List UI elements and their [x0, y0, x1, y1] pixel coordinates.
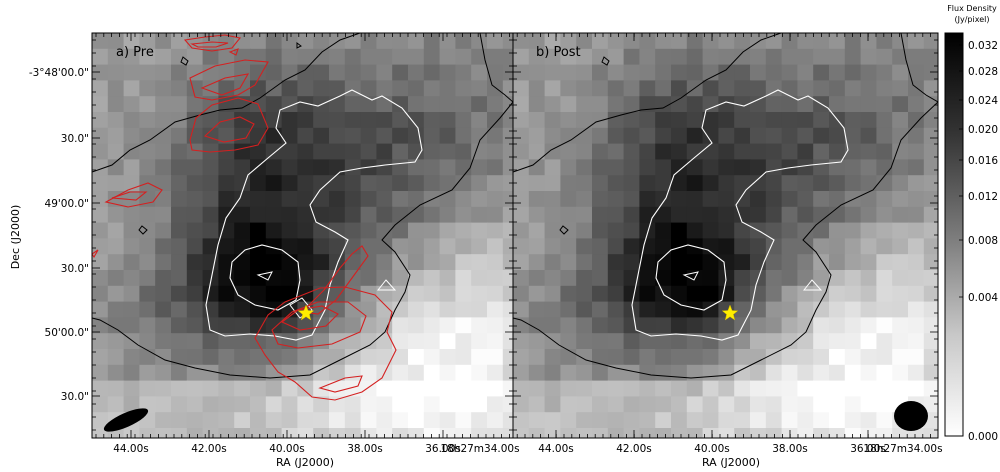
y-tick-label: 50'00.0" [45, 327, 89, 339]
x-axis-title-pre: RA (J2000) [276, 456, 334, 469]
panel-post: b) Post [512, 32, 939, 439]
colorbar-tick-label: 0.004 [968, 292, 998, 304]
colorbar-gradient [944, 32, 964, 437]
colorbar: Flux Density (Jy/pixel) 0.032 0.028 0.02… [944, 4, 998, 443]
x-tick-labels-pre: 44.00s 42.00s 40.00s 38.00s 36.00s 18h27… [113, 443, 519, 455]
colorbar-tick-label: 0.008 [968, 235, 998, 247]
y-tick-label: 49'00.0" [45, 198, 89, 210]
colorbar-tick-label: 0.024 [968, 95, 998, 107]
colorbar-tick-label: 0.020 [968, 124, 998, 136]
panel-post-image [513, 33, 938, 438]
panel-post-label: b) Post [536, 45, 581, 60]
x-tick-label: 44.00s [538, 443, 574, 455]
panel-pre-white-contour [205, 89, 423, 341]
colorbar-tick-label: 0.000 [968, 431, 998, 443]
panel-post-white-small-contours [682, 271, 823, 291]
y-tick-labels: -3°48'00.0" 30.0" 49'00.0" 30.0" 50'00.0… [29, 67, 89, 403]
y-tick-label: -3°48'00.0" [29, 67, 89, 79]
colorbar-title: Flux Density [947, 4, 997, 13]
x-tick-label: 40.00s [269, 443, 305, 455]
panel-pre-image [92, 33, 513, 438]
x-tick-label: 44.00s [113, 443, 149, 455]
colorbar-tick-label: 0.032 [968, 40, 998, 52]
x-tick-label: 42.00s [616, 443, 652, 455]
x-tick-label: 42.00s [191, 443, 227, 455]
colorbar-units: (Jy/pixel) [955, 15, 990, 24]
x-tick-label: 18h27m34.00s [440, 443, 519, 455]
y-tick-label: 30.0" [61, 263, 89, 275]
panel-pre-white-small-contours [256, 271, 397, 319]
y-tick-label: 30.0" [61, 391, 89, 403]
panel-post-white-inner-contour [655, 244, 727, 311]
panel-pre: a) Pre [91, 32, 514, 439]
x-tick-label: 18h27m34.00s [863, 443, 942, 455]
panel-pre-beam-ellipse [103, 408, 149, 432]
x-tick-labels-post: 44.00s 42.00s 40.00s 38.00s 36.00s 18h27… [538, 443, 942, 455]
colorbar-tick-label: 0.016 [968, 155, 998, 167]
x-tick-label: 38.00s [772, 443, 808, 455]
panel-pre-label: a) Pre [116, 45, 154, 60]
panel-post-star-marker [721, 304, 739, 321]
axis-ticks [92, 33, 938, 438]
panel-post-beam-ellipse [894, 401, 928, 431]
x-axis-title-post: RA (J2000) [702, 456, 760, 469]
panel-pre-star-marker [297, 304, 315, 321]
panel-post-black-contour-small [559, 56, 610, 235]
x-tick-label: 36.00s [425, 443, 461, 455]
panel-pre-white-inner-contour [229, 244, 301, 311]
colorbar-tick-label: 0.028 [968, 66, 998, 78]
x-tick-label: 38.00s [347, 443, 383, 455]
panel-post-black-contour [513, 33, 938, 379]
panel-post-white-contour [631, 89, 849, 341]
y-tick-label: 30.0" [61, 133, 89, 145]
y-axis-title: Dec (J2000) [9, 205, 22, 270]
panel-pre-black-contour-small [138, 42, 302, 235]
colorbar-tick-label: 0.012 [968, 191, 998, 203]
x-tick-label: 36.00s [850, 443, 886, 455]
x-tick-label: 40.00s [694, 443, 730, 455]
